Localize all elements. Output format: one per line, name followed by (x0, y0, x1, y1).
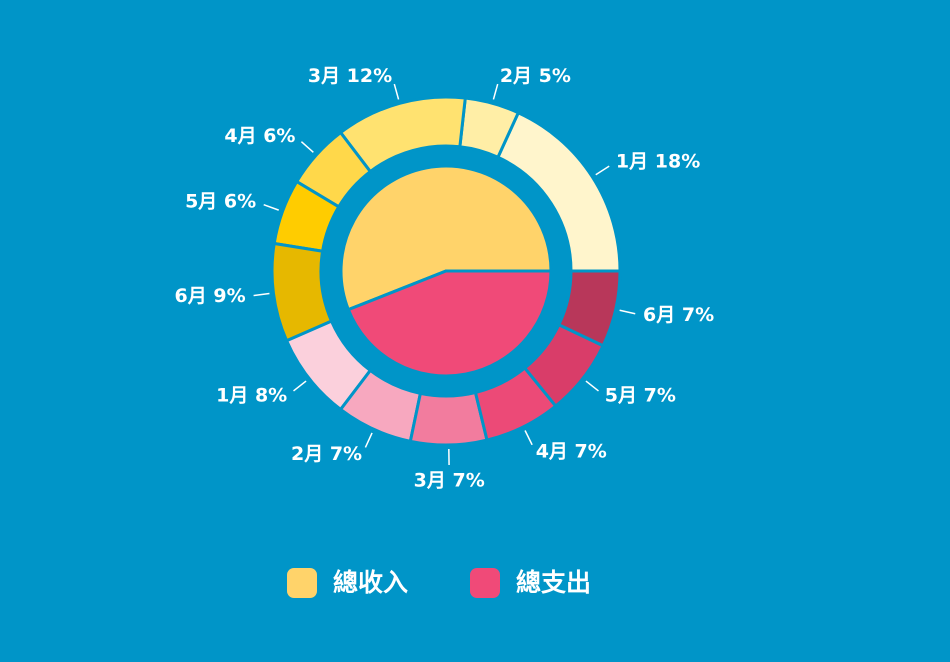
leader-line (393, 83, 400, 100)
inner-slice (346, 269, 553, 378)
data-label: 6月 7% (643, 304, 714, 326)
data-label: 4月 6% (224, 125, 295, 147)
leader-line (585, 380, 599, 392)
data-label: 4月 7% (536, 440, 607, 462)
data-label: 3月 12% (308, 65, 392, 87)
leader-line (293, 380, 307, 392)
legend-swatch (287, 568, 317, 598)
data-label: 1月 8% (216, 384, 287, 406)
leader-line (619, 309, 636, 315)
leader-line (253, 292, 270, 297)
leader-line (364, 432, 373, 448)
legend-swatch (470, 568, 500, 598)
inner-slice (339, 164, 553, 312)
data-label: 1月 18% (616, 150, 700, 172)
leader-line (492, 83, 499, 100)
data-label: 3月 7% (414, 469, 485, 491)
data-label: 2月 5% (500, 65, 571, 87)
leader-line (300, 141, 314, 153)
outer-slice (408, 390, 489, 447)
legend-label: 總收入 (333, 568, 408, 597)
data-label: 5月 6% (185, 190, 256, 212)
leader-line (263, 203, 279, 211)
leader-line (524, 430, 533, 446)
data-label: 6月 9% (175, 285, 246, 307)
outer-slice (556, 269, 622, 348)
legend-label: 總支出 (516, 568, 591, 597)
leader-line (595, 165, 610, 176)
data-label: 5月 7% (605, 384, 676, 406)
data-label: 2月 7% (291, 443, 362, 465)
